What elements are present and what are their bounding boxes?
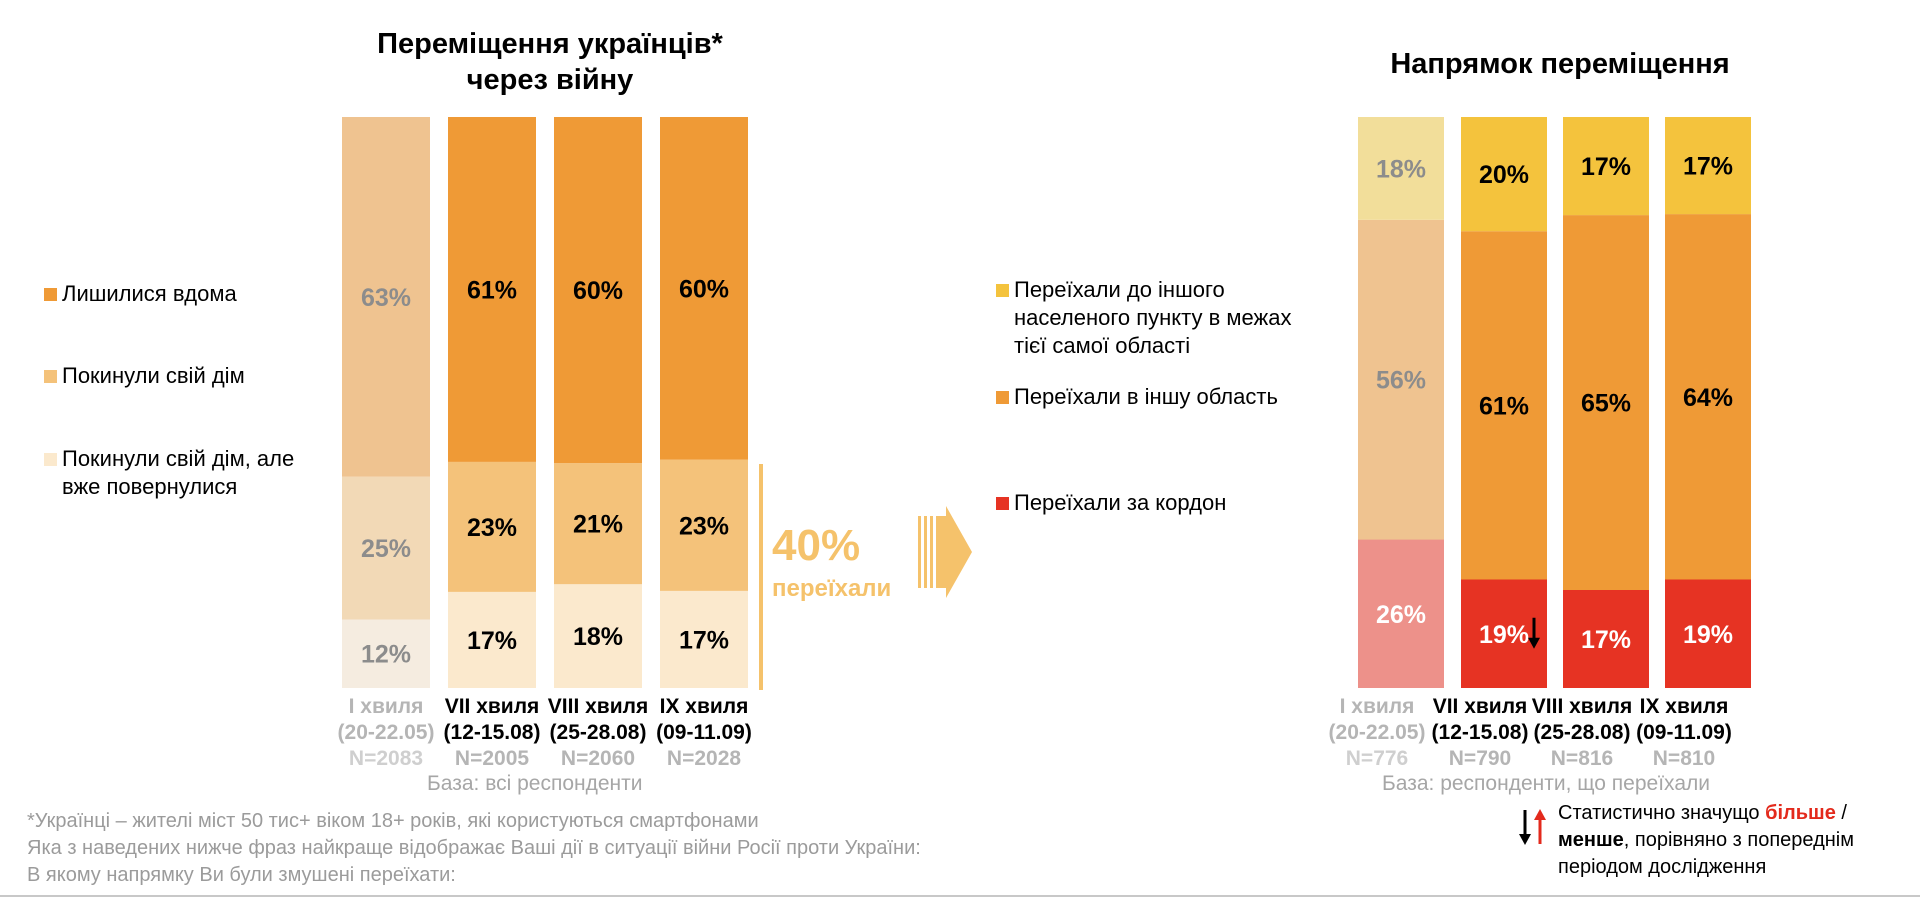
- left-title-line1: Переміщення українців*: [377, 28, 723, 60]
- right-title-text: Напрямок переміщення: [1390, 48, 1730, 80]
- bar-value-label: 23%: [679, 512, 729, 540]
- bar-segment: [1665, 579, 1751, 688]
- bar-value-label: 17%: [679, 627, 729, 655]
- wave-label: VII хвиля (12-15.08) N=2005: [443, 695, 541, 770]
- bar-value-label: 18%: [573, 623, 623, 651]
- bar-value-label: 20%: [1479, 161, 1529, 189]
- footnote-2: Яка з наведених нижче фраз найкраще відо…: [27, 837, 921, 859]
- bar-value-label: 17%: [1581, 153, 1631, 181]
- bar-value-label: 60%: [679, 275, 729, 303]
- left-stacked-bars: 12% 25% 63% 17% 23% 61% 18% 21% 60% 17% 23% 60%: [342, 117, 748, 688]
- bar-segment: [554, 584, 642, 688]
- bar-segment: [1563, 117, 1649, 216]
- bar-value-label: 23%: [467, 514, 517, 542]
- bar-value-label: 17%: [1683, 153, 1733, 181]
- arrow-right-icon: [918, 506, 972, 598]
- legend-label: Переїхали в іншу область: [1014, 384, 1278, 409]
- bar-value-label: 12%: [361, 641, 411, 669]
- legend-label: Покинули свій дім: [62, 363, 245, 388]
- wave-label: IX хвиля (09-11.09) N=2028: [656, 695, 752, 770]
- bar-value-label: 19%: [1479, 621, 1529, 649]
- bar-segment: [1665, 214, 1751, 580]
- bar-value-label: 65%: [1581, 390, 1631, 418]
- bar-segment: [554, 463, 642, 585]
- legend-swatch: [996, 284, 1009, 297]
- moved-percent: 40%: [772, 521, 861, 570]
- significance-legend: Статистично значущо більше / менше, порі…: [1558, 802, 1855, 878]
- bar-value-label: 17%: [1581, 626, 1631, 654]
- bar-value-label: 61%: [1479, 392, 1529, 420]
- bar-segment: [554, 117, 642, 464]
- bar-segment: [1358, 539, 1444, 688]
- left-chart-title: Переміщення українців* через війну: [330, 26, 770, 98]
- bar-value-label: 56%: [1376, 367, 1426, 395]
- wave-label: VIII хвиля (25-28.08) N=816: [1531, 695, 1633, 770]
- wave-label: VIII хвиля (25-28.08) N=2060: [547, 695, 649, 770]
- bar-segment: [660, 117, 748, 460]
- significance-arrows-icon: [1519, 809, 1546, 845]
- bar-segment: [342, 117, 430, 477]
- bar-value-label: 25%: [361, 535, 411, 563]
- wave-label: I хвиля (20-22.05) N=776: [1328, 695, 1426, 770]
- bar-segment: [1461, 231, 1547, 580]
- legend-label: Лишилися вдома: [62, 281, 237, 306]
- bar-value-label: 63%: [361, 284, 411, 312]
- bar-segment: [1563, 589, 1649, 688]
- legend-label: населеного пункту в межах: [1014, 305, 1292, 330]
- bar-value-label: 21%: [573, 511, 623, 539]
- right-base-note: База: респонденти, що переїхали: [1382, 772, 1710, 795]
- bar-segment: [1358, 219, 1444, 540]
- bar-segment: [1461, 117, 1547, 232]
- legend-swatch: [44, 288, 57, 301]
- bar-segment: [1563, 215, 1649, 590]
- legend-label: Переїхали до іншого: [1014, 277, 1225, 302]
- legend-label: Переїхали за кордон: [1014, 490, 1227, 515]
- bar-segment: [342, 476, 430, 620]
- bar-value-label: 61%: [467, 276, 517, 304]
- right-stacked-bars: 26% 56% 18% 19% 61% 20% 17% 65% 17% 19% 64% 17%: [1358, 117, 1751, 688]
- right-chart-title: Напрямок переміщення: [1320, 46, 1800, 82]
- wave-label: IX хвиля (09-11.09) N=810: [1636, 695, 1732, 770]
- legend-label: вже повернулися: [62, 474, 238, 499]
- bar-value-label: 64%: [1683, 384, 1733, 412]
- bar-segment: [448, 117, 536, 462]
- bar-segment: [448, 461, 536, 592]
- legend-swatch: [996, 391, 1009, 404]
- bar-segment: [448, 591, 536, 688]
- wave-label: VII хвиля (12-15.08) N=790: [1431, 695, 1529, 770]
- bar-segment: [342, 619, 430, 688]
- bar-value-label: 17%: [467, 627, 517, 655]
- left-title-line2: через війну: [466, 64, 634, 96]
- legend-label: тієї самої області: [1014, 333, 1191, 358]
- bar-value-label: 18%: [1376, 155, 1426, 183]
- left-base-note: База: всі респонденти: [427, 772, 643, 795]
- bar-segment: [1665, 117, 1751, 215]
- wave-label: I хвиля (20-22.05) N=2083: [337, 695, 435, 770]
- bar-segment: [1358, 117, 1444, 220]
- legend-swatch: [44, 453, 57, 466]
- footnote-3: В якому напрямку Ви були змушені переїха…: [27, 864, 456, 886]
- legend-swatch: [44, 370, 57, 383]
- moved-label: переїхали: [772, 575, 892, 602]
- bar-value-label: 19%: [1683, 621, 1733, 649]
- bar-value-label: 60%: [573, 277, 623, 305]
- bar-value-label: 26%: [1376, 601, 1426, 629]
- down-arrow-icon: [1528, 637, 1540, 649]
- bar-segment: [660, 459, 748, 591]
- legend-label: Покинули свій дім, але: [62, 446, 295, 471]
- bar-segment: [660, 590, 748, 688]
- footnote-1: *Українці – жителі міст 50 тис+ віком 18…: [27, 810, 759, 832]
- legend-swatch: [996, 497, 1009, 510]
